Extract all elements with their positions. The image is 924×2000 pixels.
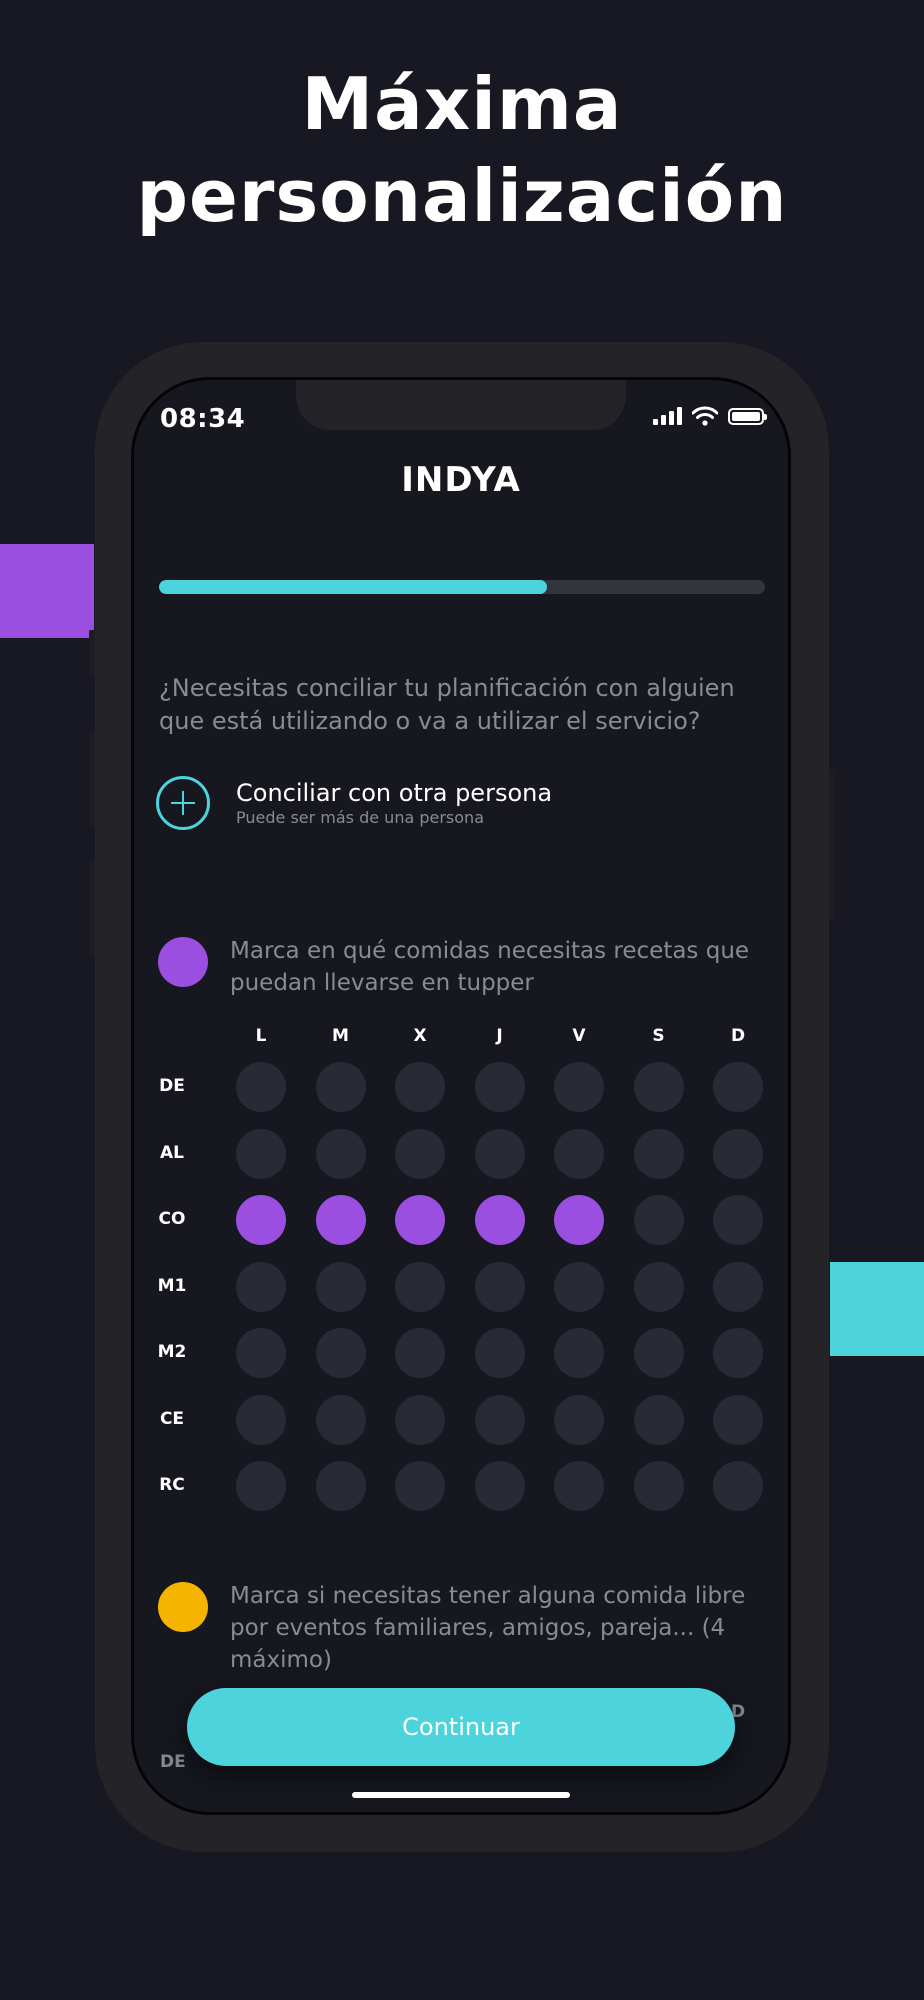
free-meal-section-text: Marca si necesitas tener alguna comida l… [230, 1583, 746, 1673]
yellow-dot-icon [158, 1582, 208, 1632]
meal-label-co: CO [158, 1209, 186, 1229]
phone-side-button [89, 730, 95, 826]
meal-toggle-co-m[interactable] [315, 1195, 366, 1245]
meal-toggle-m1-v[interactable] [554, 1261, 604, 1312]
meal-toggle-co-x[interactable] [395, 1195, 445, 1245]
free-grid-day-label: D [731, 1702, 746, 1722]
meal-toggle-ce-l[interactable] [236, 1394, 286, 1445]
continue-button[interactable]: Continuar [187, 1688, 735, 1766]
meal-label-al: AL [160, 1142, 184, 1163]
meal-toggle-m2-x[interactable] [395, 1328, 445, 1378]
meal-toggle-de-m[interactable] [315, 1062, 366, 1112]
meal-toggle-m1-m[interactable] [315, 1261, 366, 1312]
free-grid-row-label: DE [160, 1752, 186, 1772]
meal-toggle-m1-d[interactable] [713, 1261, 763, 1312]
meal-toggle-al-x[interactable] [395, 1128, 445, 1179]
meal-toggle-m2-d[interactable] [713, 1328, 763, 1378]
add-person-button[interactable]: Conciliar con otra persona Puede ser más… [156, 776, 552, 830]
meal-toggle-ce-j[interactable] [474, 1394, 525, 1445]
meal-toggle-al-v[interactable] [554, 1128, 604, 1179]
meal-toggle-rc-d[interactable] [713, 1461, 763, 1511]
meal-toggle-m1-s[interactable] [633, 1261, 684, 1312]
day-label-l: L [255, 1026, 267, 1046]
meal-toggle-ce-v[interactable] [554, 1394, 604, 1445]
phone-notch [296, 380, 626, 430]
day-label-s: S [652, 1026, 665, 1046]
phone-side-button [829, 770, 835, 920]
meal-toggle-rc-s[interactable] [633, 1461, 684, 1511]
day-label-v: V [572, 1026, 586, 1046]
meal-toggle-m2-j[interactable] [474, 1328, 525, 1378]
meal-toggle-m1-j[interactable] [474, 1261, 525, 1312]
day-label-x: X [413, 1026, 427, 1046]
meal-toggle-co-l[interactable] [236, 1195, 286, 1245]
signal-icon [653, 407, 682, 425]
home-indicator[interactable] [352, 1792, 570, 1798]
meal-toggle-al-s[interactable] [633, 1128, 684, 1179]
status-icons [653, 406, 767, 426]
tupper-section-header: Marca en qué comidas necesitas recetas q… [158, 937, 750, 999]
plus-circle-icon[interactable] [156, 776, 210, 830]
meal-toggle-co-j[interactable] [474, 1195, 525, 1245]
meal-toggle-m1-x[interactable] [395, 1261, 445, 1312]
add-person-subtitle: Puede ser más de una persona [236, 808, 484, 827]
phone-side-button [89, 630, 95, 678]
meal-label-m2: M2 [157, 1342, 187, 1362]
meal-toggle-de-l[interactable] [236, 1062, 286, 1112]
meal-toggle-ce-s[interactable] [633, 1394, 684, 1445]
meal-label-m1: M1 [157, 1275, 187, 1296]
battery-icon [728, 407, 767, 425]
meal-toggle-rc-l[interactable] [236, 1461, 286, 1511]
day-label-m: M [332, 1026, 349, 1046]
meal-toggle-ce-m[interactable] [315, 1394, 366, 1445]
meal-toggle-al-d[interactable] [713, 1128, 763, 1179]
decorative-purple-square [0, 544, 94, 638]
meal-toggle-rc-v[interactable] [554, 1461, 604, 1511]
progress-fill [159, 580, 547, 594]
add-person-title: Conciliar con otra persona [236, 779, 553, 807]
question-text: ¿Necesitas conciliar tu planificación co… [159, 674, 735, 735]
meal-toggle-co-v[interactable] [554, 1195, 604, 1245]
meal-toggle-de-j[interactable] [474, 1062, 525, 1112]
status-time: 08:34 [160, 404, 246, 434]
meal-toggle-de-x[interactable] [395, 1062, 445, 1112]
meal-toggle-al-j[interactable] [474, 1128, 525, 1179]
meal-toggle-de-s[interactable] [633, 1062, 684, 1112]
headline-line-1: Máxima [301, 62, 623, 146]
meal-label-de: DE [159, 1076, 185, 1096]
headline: Máxima personalización [0, 58, 924, 242]
meal-toggle-ce-x[interactable] [395, 1394, 445, 1445]
meal-toggle-de-v[interactable] [554, 1062, 604, 1112]
purple-dot-icon [158, 937, 208, 987]
meal-toggle-m1-l[interactable] [236, 1261, 286, 1312]
meal-toggle-m2-m[interactable] [315, 1328, 366, 1378]
progress-bar [159, 580, 765, 594]
meal-toggle-m2-v[interactable] [554, 1328, 604, 1378]
phone-side-button [89, 860, 95, 956]
meal-label-ce: CE [159, 1408, 185, 1429]
meal-toggle-rc-j[interactable] [474, 1461, 525, 1511]
meal-toggle-ce-d[interactable] [713, 1394, 763, 1445]
brand-logo: INDYA [401, 460, 521, 500]
decorative-cyan-square [830, 1262, 924, 1356]
day-label-d: D [730, 1026, 746, 1046]
tupper-section-text: Marca en qué comidas necesitas recetas q… [230, 938, 750, 996]
meal-toggle-co-d[interactable] [713, 1195, 763, 1245]
meal-toggle-m2-l[interactable] [236, 1328, 286, 1378]
meal-toggle-m2-s[interactable] [633, 1328, 684, 1378]
meal-toggle-al-m[interactable] [315, 1128, 366, 1179]
meal-toggle-de-d[interactable] [713, 1062, 763, 1112]
meal-toggle-al-l[interactable] [236, 1128, 286, 1179]
meal-toggle-rc-x[interactable] [395, 1461, 445, 1511]
meal-toggle-rc-m[interactable] [315, 1461, 366, 1511]
phone-screen: 08:34 INDYA ¿Necesitas conciliar tu plan… [134, 380, 788, 1812]
wifi-icon [692, 406, 718, 426]
meal-toggle-co-s[interactable] [633, 1195, 684, 1245]
meal-label-rc: RC [159, 1475, 185, 1495]
day-label-j: J [496, 1026, 503, 1046]
headline-line-2: personalización [136, 154, 788, 238]
free-meal-section-header: Marca si necesitas tener alguna comida l… [158, 1582, 750, 1676]
